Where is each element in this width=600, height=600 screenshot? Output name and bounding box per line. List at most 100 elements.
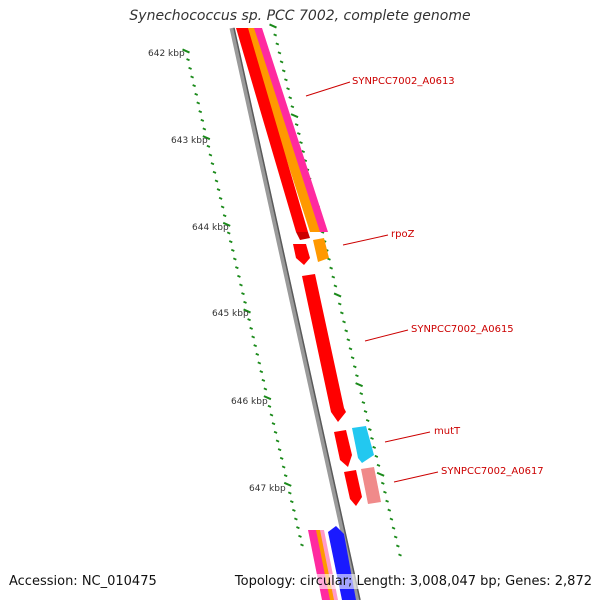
kbp-label-645: 645 kbp bbox=[212, 309, 249, 319]
inner-tick bbox=[247, 318, 251, 322]
inner-tick bbox=[253, 344, 258, 348]
inner-tick bbox=[220, 205, 225, 209]
inner-tick bbox=[222, 214, 227, 218]
inner-tick bbox=[291, 508, 296, 512]
kbp-labels: 642 kbp 643 kbp 644 kbp 645 kbp 646 kbp … bbox=[148, 49, 286, 494]
gene-SYNPCC7002_A0613 bbox=[236, 28, 308, 232]
mutT-region bbox=[334, 426, 374, 467]
inner-tick bbox=[232, 257, 237, 261]
outer-tick bbox=[387, 508, 392, 512]
outer-tick bbox=[380, 481, 385, 485]
gene-label-mutT: mutT bbox=[434, 426, 461, 437]
kbp-label-643: 643 kbp bbox=[171, 136, 208, 146]
gene-A0613-arrowhead bbox=[296, 232, 310, 240]
inner-tick bbox=[237, 274, 241, 278]
inner-tick bbox=[200, 118, 205, 122]
gene-labels: SYNPCC7002_A0613 rpoZ SYNPCC7002_A0615 m… bbox=[352, 76, 544, 477]
outer-tick bbox=[329, 266, 333, 270]
inner-tick bbox=[190, 75, 194, 79]
leader-A0617 bbox=[393, 471, 439, 483]
kbp-label-646: 646 kbp bbox=[231, 397, 268, 407]
outer-tick-track bbox=[269, 23, 402, 557]
gene-rpoZ-red bbox=[293, 244, 310, 265]
outer-tick bbox=[361, 401, 366, 405]
inner-tick bbox=[194, 92, 199, 96]
inner-tick bbox=[206, 144, 211, 148]
leader-A0613 bbox=[305, 81, 351, 97]
gene-label-A0617: SYNPCC7002_A0617 bbox=[441, 466, 544, 477]
inner-tick bbox=[243, 308, 251, 314]
inner-tick bbox=[275, 439, 280, 443]
inner-tick-track bbox=[182, 48, 304, 547]
inner-tick bbox=[182, 48, 190, 54]
inner-tick bbox=[212, 170, 217, 174]
backbone-edge bbox=[233, 27, 361, 600]
inner-tick bbox=[208, 153, 213, 157]
outer-tick bbox=[342, 320, 346, 324]
outer-tick bbox=[333, 292, 342, 298]
inner-tick bbox=[267, 404, 272, 408]
inner-tick bbox=[281, 465, 286, 469]
kbp-label-642: 642 kbp bbox=[148, 49, 185, 59]
gene-mutT-cyan bbox=[352, 426, 374, 463]
pink-band bbox=[252, 28, 328, 232]
outer-tick bbox=[333, 284, 338, 288]
outer-tick bbox=[365, 419, 370, 422]
backbone bbox=[229, 27, 361, 600]
outer-tick bbox=[301, 150, 305, 154]
outer-tick bbox=[376, 471, 385, 477]
leader-A0615 bbox=[364, 329, 409, 342]
inner-tick bbox=[261, 378, 266, 382]
outer-tick bbox=[372, 445, 377, 449]
outer-tick bbox=[374, 454, 379, 458]
inner-tick bbox=[222, 221, 231, 227]
outer-tick bbox=[370, 436, 374, 440]
inner-tick bbox=[216, 188, 221, 192]
inner-tick bbox=[296, 526, 300, 530]
outer-tick bbox=[393, 535, 398, 539]
inner-tick bbox=[263, 395, 272, 401]
gene-label-rpoZ: rpoZ bbox=[391, 229, 415, 240]
inner-tick bbox=[283, 474, 288, 478]
gene-A0617-red bbox=[344, 470, 362, 506]
inner-tick bbox=[188, 66, 192, 70]
inner-tick bbox=[196, 101, 201, 105]
inner-tick bbox=[235, 266, 239, 270]
leader-rpoZ bbox=[342, 234, 389, 246]
outer-tick bbox=[359, 392, 364, 396]
outer-tick bbox=[296, 132, 301, 136]
inner-tick bbox=[228, 240, 233, 244]
inner-tick bbox=[294, 517, 298, 521]
outer-tick bbox=[273, 33, 278, 37]
outer-tick bbox=[398, 553, 402, 557]
outer-tick bbox=[327, 257, 331, 261]
outer-tick bbox=[348, 347, 353, 351]
outer-tick bbox=[340, 311, 344, 315]
outer-tick bbox=[344, 329, 349, 333]
outer-tick bbox=[363, 410, 368, 414]
outer-tick bbox=[275, 42, 280, 46]
kbp-label-647: 647 kbp bbox=[249, 484, 286, 494]
outer-tick bbox=[376, 463, 381, 467]
inner-tick bbox=[283, 481, 292, 487]
outer-tick bbox=[284, 78, 288, 82]
outer-tick bbox=[277, 51, 282, 55]
inner-tick bbox=[271, 422, 276, 426]
gene-mutT-red bbox=[334, 430, 352, 467]
inner-tick bbox=[273, 430, 278, 434]
inner-tick bbox=[298, 534, 302, 538]
outer-tick bbox=[385, 499, 389, 503]
outer-tick bbox=[290, 113, 299, 119]
outer-tick bbox=[279, 60, 284, 64]
gene-rpoZ-orange bbox=[313, 238, 329, 262]
inner-tick bbox=[202, 127, 207, 131]
inner-tick bbox=[279, 456, 284, 460]
inner-tick bbox=[192, 84, 197, 88]
outer-tick bbox=[288, 96, 293, 100]
inner-tick bbox=[269, 413, 274, 417]
inner-tick bbox=[210, 162, 215, 166]
label-leaders bbox=[305, 81, 439, 483]
inner-tick bbox=[226, 231, 231, 235]
outer-tick bbox=[294, 123, 299, 127]
outer-tick bbox=[331, 275, 336, 279]
